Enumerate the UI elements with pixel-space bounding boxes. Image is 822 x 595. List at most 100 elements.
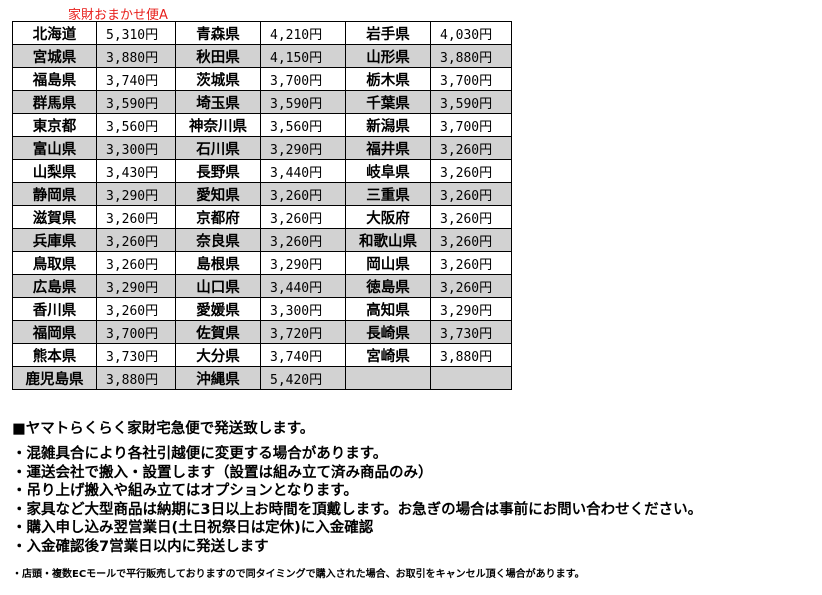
table-row: 富山県 3,300円 石川県 3,290円 福井県 3,260円 [12, 136, 512, 160]
price-cell: 3,300円 [260, 297, 346, 321]
price-cell: 3,290円 [96, 182, 176, 206]
table-row: 鳥取県 3,260円 島根県 3,290円 岡山県 3,260円 [12, 251, 512, 275]
price-cell: 3,300円 [96, 136, 176, 160]
table-row: 鹿児島県 3,880円 沖縄県 5,420円 [12, 366, 512, 390]
price-cell: 3,880円 [430, 343, 512, 367]
price-cell: 3,260円 [96, 251, 176, 275]
price-cell: 3,260円 [430, 205, 512, 229]
table-row: 東京都 3,560円 神奈川県 3,560円 新潟県 3,700円 [12, 113, 512, 137]
prefecture-cell: 宮城県 [12, 44, 97, 68]
prefecture-cell: 福岡県 [12, 320, 97, 344]
note-line: ・入金確認後7営業日以内に発送します [12, 538, 269, 555]
table-row: 広島県 3,290円 山口県 3,440円 徳島県 3,260円 [12, 274, 512, 298]
price-cell: 3,740円 [96, 67, 176, 91]
table-row: 香川県 3,260円 愛媛県 3,300円 高知県 3,290円 [12, 297, 512, 321]
table-row: 福島県 3,740円 茨城県 3,700円 栃木県 3,700円 [12, 67, 512, 91]
prefecture-cell: 鳥取県 [12, 251, 97, 275]
prefecture-cell: 東京都 [12, 113, 97, 137]
prefecture-cell: 徳島県 [345, 274, 431, 298]
prefecture-cell: 山形県 [345, 44, 431, 68]
prefecture-cell: 長崎県 [345, 320, 431, 344]
price-cell: 3,260円 [260, 182, 346, 206]
prefecture-cell: 高知県 [345, 297, 431, 321]
prefecture-cell: 奈良県 [175, 228, 261, 252]
price-cell: 4,210円 [260, 21, 346, 45]
prefecture-cell: 栃木県 [345, 67, 431, 91]
price-cell: 3,260円 [260, 205, 346, 229]
price-cell: 3,880円 [96, 366, 176, 390]
prefecture-cell: 兵庫県 [12, 228, 97, 252]
price-cell: 3,560円 [260, 113, 346, 137]
prefecture-cell: 秋田県 [175, 44, 261, 68]
price-cell: 3,260円 [430, 274, 512, 298]
prefecture-cell: 滋賀県 [12, 205, 97, 229]
prefecture-cell: 三重県 [345, 182, 431, 206]
prefecture-cell: 和歌山県 [345, 228, 431, 252]
price-cell: 3,700円 [430, 67, 512, 91]
prefecture-cell: 静岡県 [12, 182, 97, 206]
prefecture-cell: 岡山県 [345, 251, 431, 275]
price-cell: 3,260円 [430, 136, 512, 160]
prefecture-cell: 京都府 [175, 205, 261, 229]
prefecture-cell: 沖縄県 [175, 366, 261, 390]
prefecture-cell: 岩手県 [345, 21, 431, 45]
prefecture-cell: 岐阜県 [345, 159, 431, 183]
table-caption: 家財おまかせ便A [68, 8, 168, 23]
prefecture-cell: 福井県 [345, 136, 431, 160]
shipping-notes: ■ヤマトらくらく家財宅急便で発送致します。 ・混雑具合により各社引越便に変更する… [12, 417, 702, 580]
prefecture-cell: 千葉県 [345, 90, 431, 114]
note-line: ・運送会社で搬入・設置します（設置は組み立て済み商品のみ） [12, 464, 433, 481]
price-cell: 3,700円 [260, 67, 346, 91]
prefecture-cell: 山梨県 [12, 159, 97, 183]
table-row: 福岡県 3,700円 佐賀県 3,720円 長崎県 3,730円 [12, 320, 512, 344]
prefecture-cell: 神奈川県 [175, 113, 261, 137]
prefecture-cell: 山口県 [175, 274, 261, 298]
table-row: 滋賀県 3,260円 京都府 3,260円 大阪府 3,260円 [12, 205, 512, 229]
table-row: 群馬県 3,590円 埼玉県 3,590円 千葉県 3,590円 [12, 90, 512, 114]
table-row: 北海道 5,310円 青森県 4,210円 岩手県 4,030円 [12, 21, 512, 45]
price-cell: 3,260円 [430, 182, 512, 206]
price-cell: 4,030円 [430, 21, 512, 45]
prefecture-cell: 青森県 [175, 21, 261, 45]
prefecture-cell: 愛知県 [175, 182, 261, 206]
price-cell: 3,440円 [260, 159, 346, 183]
prefecture-cell: 島根県 [175, 251, 261, 275]
price-cell: 3,260円 [260, 228, 346, 252]
prefecture-cell: 石川県 [175, 136, 261, 160]
prefecture-cell: 新潟県 [345, 113, 431, 137]
price-cell: 4,150円 [260, 44, 346, 68]
price-cell: 5,310円 [96, 21, 176, 45]
prefecture-cell: 長野県 [175, 159, 261, 183]
price-cell: 3,880円 [96, 44, 176, 68]
price-cell: 3,260円 [96, 228, 176, 252]
price-cell: 3,440円 [260, 274, 346, 298]
price-cell: 3,260円 [430, 251, 512, 275]
price-cell: 3,560円 [96, 113, 176, 137]
price-cell: 3,290円 [96, 274, 176, 298]
notes-heading: ■ヤマトらくらく家財宅急便で発送致します。 [12, 421, 315, 437]
prefecture-cell: 香川県 [12, 297, 97, 321]
prefecture-cell: 愛媛県 [175, 297, 261, 321]
prefecture-cell [345, 366, 431, 390]
price-cell: 3,260円 [96, 297, 176, 321]
prefecture-cell: 群馬県 [12, 90, 97, 114]
price-cell: 3,590円 [430, 90, 512, 114]
price-cell: 3,880円 [430, 44, 512, 68]
note-line: ・混雑具合により各社引越便に変更する場合があります。 [12, 446, 388, 462]
price-cell: 3,590円 [260, 90, 346, 114]
table-row: 宮城県 3,880円 秋田県 4,150円 山形県 3,880円 [12, 44, 512, 68]
prefecture-cell: 鹿児島県 [12, 366, 97, 390]
table-row: 山梨県 3,430円 長野県 3,440円 岐阜県 3,260円 [12, 159, 512, 183]
price-cell: 3,590円 [96, 90, 176, 114]
note-line: ・家具など大型商品は納期に3日以上お時間を頂戴します。お急ぎの場合は事前にお問い… [12, 501, 703, 518]
prefecture-cell: 大分県 [175, 343, 261, 367]
prefecture-cell: 富山県 [12, 136, 97, 160]
price-cell: 3,260円 [430, 159, 512, 183]
table-row: 熊本県 3,730円 大分県 3,740円 宮崎県 3,880円 [12, 343, 512, 367]
price-cell: 3,260円 [96, 205, 176, 229]
price-cell: 5,420円 [260, 366, 346, 390]
prefecture-cell: 埼玉県 [175, 90, 261, 114]
note-small: ・店頭・複数ECモールで平行販売しておりますので同タイミングで購入された場合、お… [12, 569, 585, 580]
table-row: 静岡県 3,290円 愛知県 3,260円 三重県 3,260円 [12, 182, 512, 206]
price-cell: 3,720円 [260, 320, 346, 344]
